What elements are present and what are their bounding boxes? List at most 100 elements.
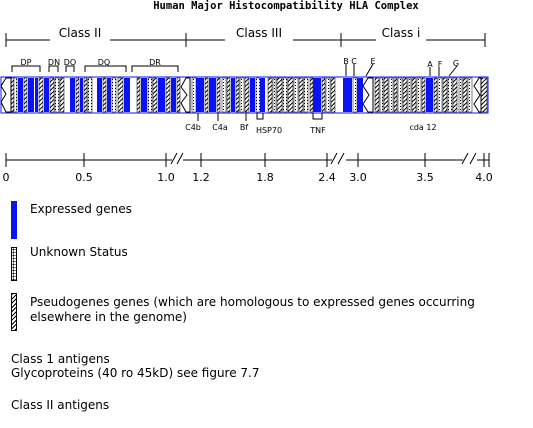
unknown-gene-band	[352, 77, 358, 113]
expressed-gene-band	[171, 78, 176, 112]
locus-label-c: C	[351, 57, 357, 66]
pseudogene-band	[38, 77, 44, 113]
scale-tick-label: 1.2	[192, 171, 210, 184]
pseudogene-band	[49, 77, 55, 113]
unknown-gene-band	[239, 77, 245, 113]
expressed-gene-band	[80, 78, 83, 112]
locus-label-c4b: C4b	[185, 123, 201, 132]
locus-label-do: DO	[64, 58, 76, 67]
locus-label-tnf: TNF	[309, 126, 326, 135]
pseudogene-band	[452, 77, 458, 113]
unknown-gene-band	[255, 77, 261, 113]
expressed-gene-band	[124, 78, 130, 112]
unknown-gene-band	[467, 77, 473, 113]
pseudogene-band	[433, 77, 438, 113]
gene-bar-outline	[0, 76, 489, 114]
scale-tick-label: 0	[3, 171, 10, 184]
locus-label-b: B	[343, 57, 349, 66]
pseudogene-band	[83, 77, 88, 113]
pseudogene-band	[402, 77, 408, 113]
scale-tick-label: 3.5	[416, 171, 434, 184]
expressed-gene-band	[44, 78, 49, 112]
expressed-gene-band	[357, 78, 363, 112]
scale-ticks: 0 0.5 1.0 1.2 1.8 2.4 3.0 3.5 4.0	[3, 153, 493, 184]
scale-tick-label: 2.4	[318, 171, 336, 184]
unknown-gene-band	[458, 77, 463, 113]
hla-diagram: Human Major Histocompatibility HLA Compl…	[0, 0, 493, 184]
scale-tick-label: 1.8	[256, 171, 274, 184]
pseudogene-band	[411, 77, 417, 113]
expressed-gene-band	[107, 78, 111, 112]
pseudogene-band	[393, 77, 398, 113]
pseudogene-band	[23, 77, 28, 113]
class2-antigens-title: Class II antigens	[11, 398, 110, 412]
unknown-gene-band	[407, 77, 412, 113]
pseudogene-band	[442, 77, 448, 113]
pseudogene-band	[267, 77, 273, 113]
pseudogene-band	[204, 77, 209, 113]
scale-tick-label: 0.5	[75, 171, 93, 184]
locus-brackets	[11, 63, 458, 77]
legend-label-pseudogene: Pseudogenes genes (which are homologous …	[30, 295, 475, 324]
legend-swatch-pseudogene	[11, 293, 17, 331]
expressed-gene-band	[35, 78, 38, 112]
unknown-gene-band	[191, 77, 197, 113]
scale-tick-label: 3.0	[349, 171, 367, 184]
unknown-gene-band	[388, 77, 394, 113]
unknown-gene-band	[437, 77, 443, 113]
pseudogene-band	[330, 77, 336, 113]
unknown-gene-band	[54, 77, 60, 113]
pseudogene-band	[309, 77, 314, 113]
pseudogene-band	[298, 77, 304, 113]
locus-label-dn: DN	[48, 58, 60, 67]
pseudogene-band	[75, 77, 80, 113]
pseudogene-band	[117, 77, 124, 113]
locus-label-g: G	[453, 59, 459, 68]
pseudogene-band	[480, 77, 488, 113]
pseudogene-band	[102, 77, 107, 113]
scale-axis	[6, 152, 490, 167]
expressed-gene-band	[209, 78, 216, 112]
locus-label-bf: Bf	[240, 123, 248, 132]
legend-swatch-expressed	[11, 201, 17, 239]
unknown-gene-band	[221, 77, 227, 113]
unknown-gene-band	[447, 77, 453, 113]
expressed-gene-band	[250, 78, 255, 112]
locus-label-hsp70: HSP70	[256, 126, 282, 135]
expressed-gene-band	[97, 78, 102, 112]
pseudogene-band	[136, 77, 141, 113]
region-label-class1: Class i	[382, 26, 421, 40]
expressed-gene-band	[158, 78, 165, 112]
pseudogene-band	[216, 77, 221, 113]
legend-swatch-unknown	[11, 247, 17, 281]
expressed-gene-band	[70, 78, 75, 112]
class1-antigens-title: Class 1 antigens	[11, 352, 110, 366]
diagram-title: Human Major Histocompatibility HLA Compl…	[153, 0, 419, 12]
class1-antigens-detail: Glycoproteins (40 ro 45kD) see figure 7.…	[11, 366, 260, 380]
expressed-gene-band	[141, 78, 147, 112]
scale-tick-label: 1.0	[157, 171, 175, 184]
unknown-gene-band	[303, 77, 309, 113]
unknown-gene-band	[416, 77, 422, 113]
legend-label-expressed: Expressed genes	[30, 202, 132, 216]
unknown-gene-band	[293, 77, 299, 113]
pseudogene-band	[287, 77, 294, 113]
expressed-gene-band	[260, 78, 265, 112]
pseudogene-band	[226, 77, 231, 113]
expressed-gene-band	[196, 78, 204, 112]
expressed-gene-band	[28, 78, 34, 112]
unknown-gene-band	[272, 77, 277, 113]
locus-label-e: E	[370, 57, 375, 66]
expressed-gene-band	[18, 78, 23, 112]
legend-label-unknown: Unknown Status	[30, 245, 128, 259]
locus-label-cda12: cda 12	[409, 123, 436, 132]
pseudogene-band	[462, 77, 468, 113]
expressed-gene-band	[231, 78, 235, 112]
expressed-gene-band	[426, 78, 433, 112]
locus-label-dp: DP	[21, 58, 32, 67]
locus-label-dq: DQ	[98, 58, 110, 67]
lower-brackets	[197, 113, 323, 121]
locus-label-dr: DR	[149, 58, 161, 67]
pseudogene-band	[235, 77, 240, 113]
gene-bar	[2, 77, 488, 113]
